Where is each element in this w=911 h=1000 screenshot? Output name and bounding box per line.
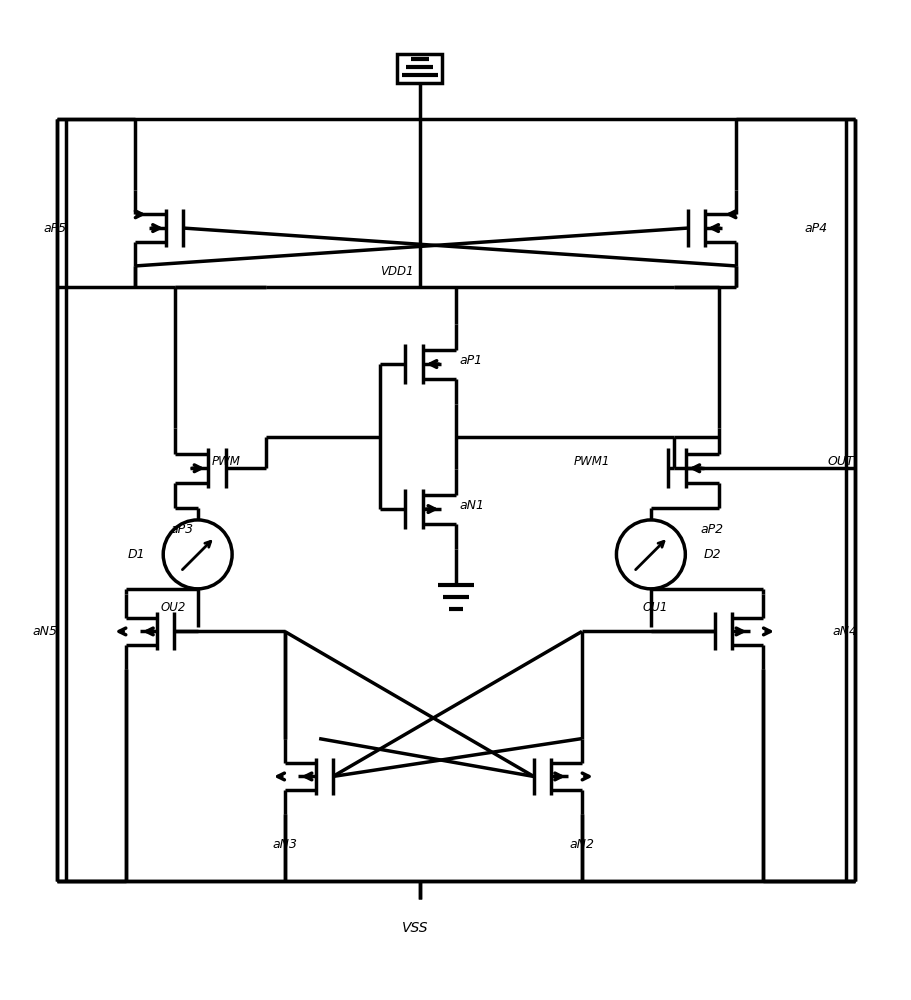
Text: VDD1: VDD1 xyxy=(380,265,414,278)
Text: aP3: aP3 xyxy=(170,523,194,536)
Text: D1: D1 xyxy=(128,548,145,561)
Text: OU2: OU2 xyxy=(160,601,186,614)
Text: PWM: PWM xyxy=(211,455,240,468)
Text: aP5: aP5 xyxy=(43,222,67,235)
Text: OUT: OUT xyxy=(827,455,854,468)
Text: aN5: aN5 xyxy=(32,625,57,638)
Text: aN4: aN4 xyxy=(831,625,856,638)
Text: VSS: VSS xyxy=(402,921,428,935)
Text: aP2: aP2 xyxy=(700,523,722,536)
Text: aN3: aN3 xyxy=(271,838,297,851)
Text: aN2: aN2 xyxy=(568,838,594,851)
Text: OU1: OU1 xyxy=(642,601,668,614)
Text: aP4: aP4 xyxy=(804,222,827,235)
Bar xyxy=(396,54,442,83)
Text: aN1: aN1 xyxy=(459,499,484,512)
Text: aP1: aP1 xyxy=(459,354,482,367)
Text: D2: D2 xyxy=(702,548,721,561)
Text: PWM1: PWM1 xyxy=(573,455,609,468)
